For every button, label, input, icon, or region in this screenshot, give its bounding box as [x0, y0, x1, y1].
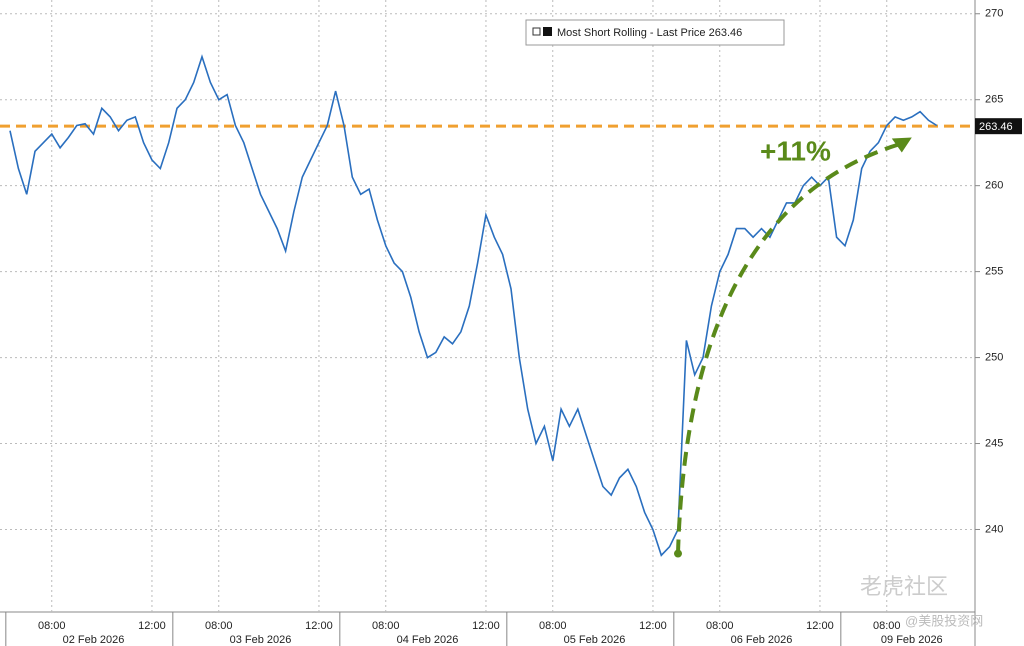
watermark: 老虎社区 — [860, 574, 948, 599]
y-tick-label: 255 — [985, 266, 1003, 278]
y-tick-label: 250 — [985, 351, 1003, 363]
x-tick-label: 08:00 — [539, 620, 567, 632]
x-date-label: 05 Feb 2026 — [564, 634, 626, 646]
x-date-label: 04 Feb 2026 — [397, 634, 459, 646]
y-tick-label: 260 — [985, 180, 1003, 192]
x-tick-label: 08:00 — [38, 620, 66, 632]
x-date-label: 02 Feb 2026 — [63, 634, 125, 646]
x-date-label: 03 Feb 2026 — [230, 634, 292, 646]
x-tick-label: 08:00 — [372, 620, 400, 632]
annotation-start — [674, 549, 682, 558]
x-tick-label: 12:00 — [639, 620, 667, 632]
x-tick-label: 12:00 — [138, 620, 166, 632]
y-tick-label: 265 — [985, 94, 1003, 106]
x-tick-label: 08:00 — [873, 620, 901, 632]
x-date-label: 09 Feb 2026 — [881, 634, 943, 646]
x-tick-label: 12:00 — [472, 620, 500, 632]
x-tick-label: 08:00 — [706, 620, 734, 632]
y-tick-label: 270 — [985, 8, 1003, 20]
legend-icon — [532, 27, 541, 36]
annotation-label: +11% — [760, 135, 831, 166]
price-line — [9, 54, 938, 557]
watermark: @美股投资网 — [905, 613, 983, 628]
y-tick-label: 245 — [985, 437, 1003, 449]
last-price-tag-label: 263.46 — [979, 121, 1013, 133]
x-tick-label: 12:00 — [305, 620, 333, 632]
annotation-arrow — [676, 141, 903, 554]
legend-value: 263.46 — [709, 27, 743, 39]
annotation-arrowhead — [891, 137, 912, 153]
legend-box — [525, 19, 785, 46]
y-tick-label: 240 — [985, 523, 1003, 535]
x-date-label: 06 Feb 2026 — [731, 634, 793, 646]
legend-name: Most Short Rolling - Last Price — [557, 27, 706, 39]
legend-swatch — [543, 27, 552, 36]
x-tick-label: 08:00 — [205, 620, 233, 632]
last-price-tag-box — [975, 118, 1022, 135]
legend: Most Short Rolling - Last Price 263.46 — [525, 19, 785, 46]
legend-label: Most Short Rolling - Last Price 263.46 — [557, 27, 742, 39]
last-price-tag: 263.46 — [975, 118, 1022, 135]
x-tick-label: 12:00 — [806, 620, 834, 632]
